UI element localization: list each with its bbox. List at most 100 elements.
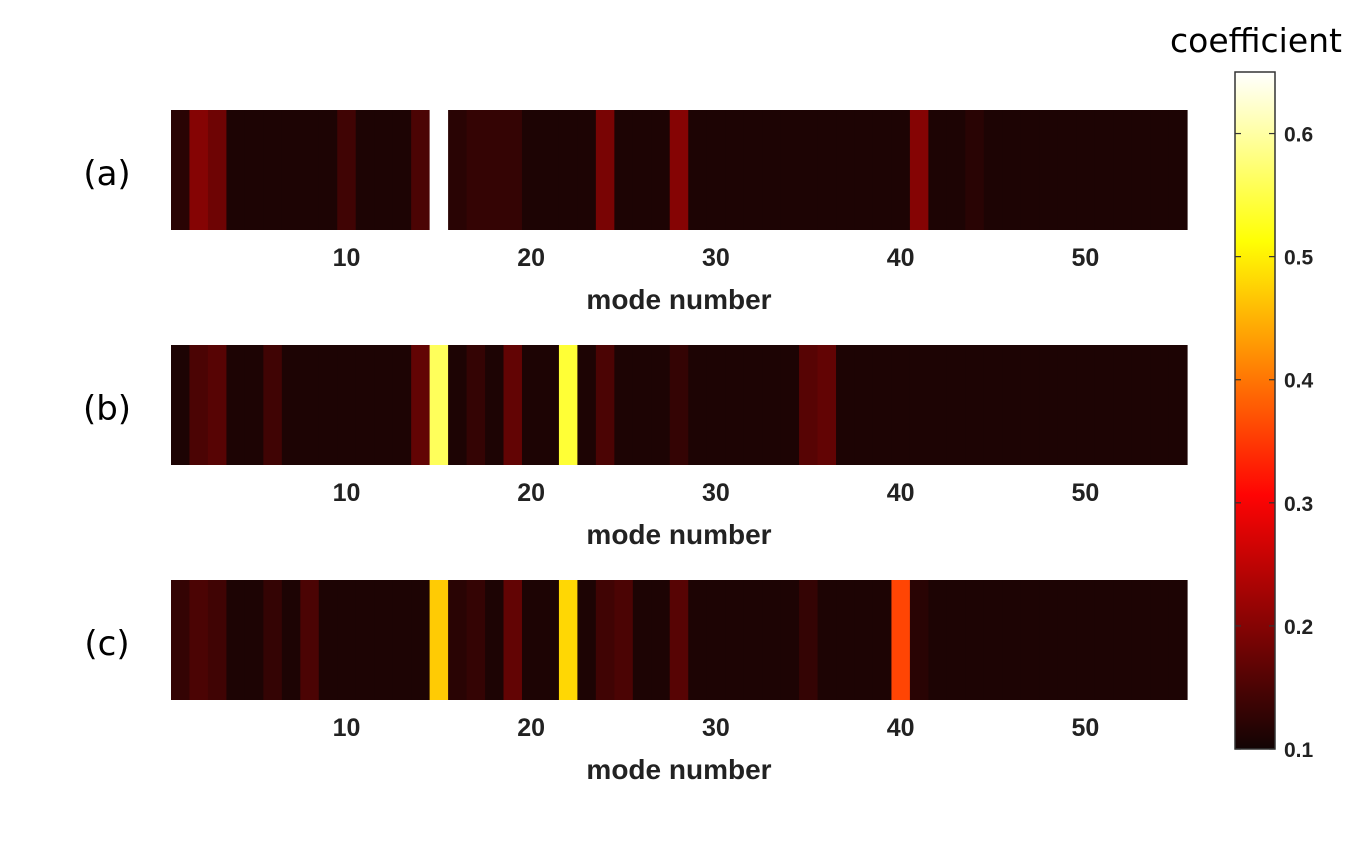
heatmap-cell (207, 110, 228, 230)
heatmap-cell (854, 345, 874, 465)
heatmap-cell (983, 580, 1003, 700)
x-tick-label: 30 (702, 714, 730, 742)
heatmap-cell (411, 580, 431, 700)
heatmap-cell (318, 345, 338, 465)
heatmap-cell (706, 580, 726, 700)
heatmap-cell (1168, 345, 1188, 465)
heatmap-cell (817, 110, 837, 230)
heatmap-cell (706, 110, 726, 230)
heatmap-cell (1076, 580, 1096, 700)
heatmap-cell (651, 110, 671, 230)
heatmap-cell (946, 345, 966, 465)
heatmap-cell (928, 345, 948, 465)
heatmap-cell (725, 110, 745, 230)
heatmap-cell (577, 110, 597, 230)
heatmap-cell (503, 580, 523, 700)
heatmap-cell (669, 345, 689, 465)
heatmap-cell (485, 580, 505, 700)
heatmap-cell (614, 345, 634, 465)
heatmap-cell (521, 345, 542, 465)
heatmap-cell (1131, 580, 1151, 700)
heatmap-cell (799, 110, 819, 230)
heatmap-cell (540, 110, 560, 230)
heatmap-cell (374, 345, 394, 465)
x-axis-title: mode number (586, 284, 771, 315)
heatmap-cell (485, 345, 505, 465)
heatmap-cell (928, 110, 948, 230)
panel-label: (c) (84, 624, 129, 664)
x-tick-label: 50 (1071, 244, 1099, 272)
heatmap-cell (281, 580, 301, 700)
x-axis-title: mode number (586, 754, 771, 785)
x-tick-label: 30 (702, 244, 730, 272)
x-tick-label: 30 (702, 479, 730, 507)
heatmap-cell (577, 580, 597, 700)
colorbar-gradient (1234, 71, 1276, 750)
heatmap-cell (503, 110, 523, 230)
heatmap-cell (983, 345, 1003, 465)
heatmap-cell (281, 345, 301, 465)
heatmap-cell (244, 110, 264, 230)
heatmap-cell (1113, 345, 1133, 465)
panel-label: (b) (83, 389, 131, 429)
heatmap-cell (983, 110, 1003, 230)
heatmap-cell (1150, 345, 1170, 465)
x-tick-label: 20 (517, 244, 545, 272)
heatmap-cell (558, 345, 578, 465)
heatmap-cell (171, 580, 191, 700)
heatmap-cell (1020, 110, 1040, 230)
panels-group: 10 20 30 40 50 mode number (a) 10 20 30 40 50 mode n… (83, 110, 1188, 785)
heatmap-cell (891, 110, 911, 230)
heatmap-cell (429, 110, 449, 230)
heatmap-cell (1094, 345, 1114, 465)
panel-a: 10 20 30 40 50 mode number (a) (83, 110, 1188, 315)
heatmap-cell (854, 110, 874, 230)
x-tick-label: 20 (517, 479, 545, 507)
heatmap-cell (226, 110, 246, 230)
heatmap-cell (355, 110, 375, 230)
heatmap-cell (669, 580, 689, 700)
heatmap-cell (226, 580, 246, 700)
x-tick-label: 20 (517, 714, 545, 742)
heatmap-cell (965, 110, 985, 230)
heatmap-cell (244, 580, 264, 700)
heatmap-cell (836, 580, 856, 700)
heatmap-cell (1131, 110, 1151, 230)
heatmap-cell (1020, 345, 1040, 465)
heatmap-cell (1002, 110, 1022, 230)
heatmap-cell (743, 580, 763, 700)
heatmap-cell (226, 345, 246, 465)
colorbar-tick-label: 0.2 (1284, 616, 1313, 639)
colorbar-tick-label: 0.1 (1284, 739, 1314, 762)
heatmap-cell (558, 110, 578, 230)
x-tick-label: 40 (887, 714, 915, 742)
heatmap-cell (355, 345, 375, 465)
heatmap-cell (965, 580, 985, 700)
heatmap-cell (1150, 110, 1170, 230)
heatmap-cell (318, 110, 338, 230)
heatmap-cell (872, 580, 893, 700)
x-tick-label: 10 (333, 244, 361, 272)
heatmap-cell (300, 110, 320, 230)
heatmap-cell (300, 345, 320, 465)
heatmap-cell (799, 345, 819, 465)
heatmap-cell (595, 345, 615, 465)
heatmap-cell (1150, 580, 1170, 700)
heatmap-cell (725, 580, 745, 700)
heatmap-cell (872, 345, 893, 465)
heatmap-cell (281, 110, 301, 230)
heatmap-cell (799, 580, 819, 700)
heatmap-cell (891, 345, 911, 465)
heatmap-cell (725, 345, 745, 465)
heatmap-cell (909, 110, 929, 230)
heatmap-cell (762, 580, 782, 700)
heatmap-cell (872, 110, 893, 230)
heatmap-cell (318, 580, 338, 700)
heatmap-cell (909, 580, 929, 700)
heatmap-cell (688, 580, 708, 700)
panel-b: 10 20 30 40 50 mode number (b) (83, 345, 1188, 550)
heatmap-cell (392, 345, 412, 465)
heatmap-cell (411, 110, 431, 230)
heatmap-cell (1168, 580, 1188, 700)
